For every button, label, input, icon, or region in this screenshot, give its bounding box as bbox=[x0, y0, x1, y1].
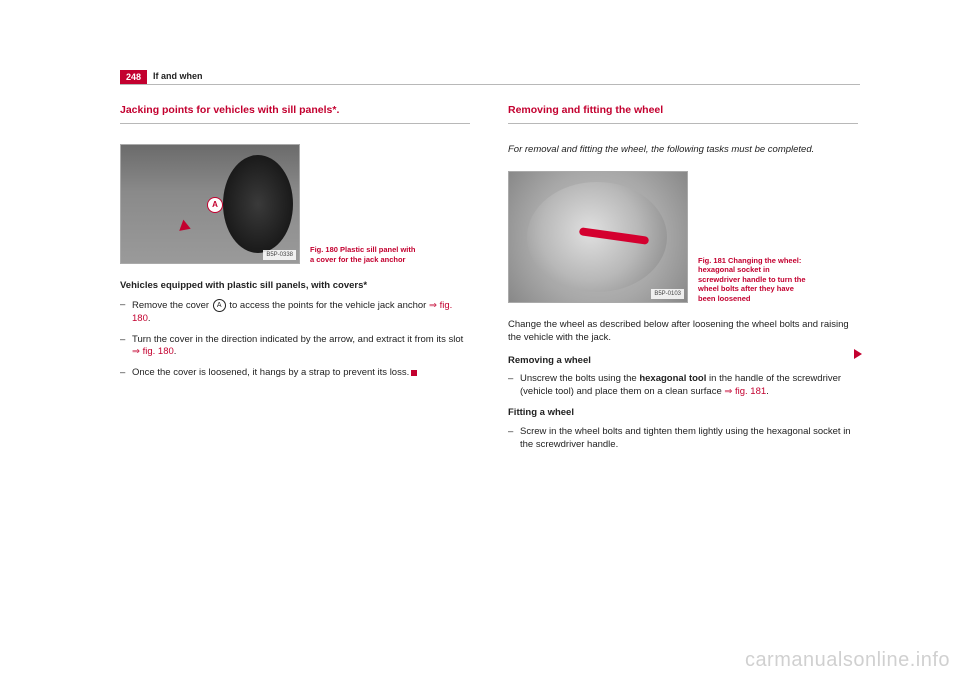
dash-icon: – bbox=[508, 373, 520, 399]
figure-reference: ⇒ fig. 181 bbox=[724, 386, 766, 397]
left-column: Jacking points for vehicles with sill pa… bbox=[120, 103, 470, 459]
tire-graphic bbox=[223, 155, 293, 253]
arrow-icon bbox=[179, 220, 193, 235]
intro-text: For removal and fitting the wheel, the f… bbox=[508, 144, 858, 157]
figure-181: B5P-0103 bbox=[508, 171, 688, 303]
bullet-3-text: Once the cover is loosened, it hangs by … bbox=[132, 367, 470, 380]
dash-icon: – bbox=[120, 367, 132, 380]
list-item: – Unscrew the bolts using the hexagonal … bbox=[508, 373, 858, 399]
callout-marker-a: A bbox=[207, 197, 223, 213]
figure-180-caption: Fig. 180 Plastic sill panel with a cover… bbox=[310, 245, 420, 264]
list-item: – Once the cover is loosened, it hangs b… bbox=[120, 367, 470, 380]
figure-181-code: B5P-0103 bbox=[651, 289, 684, 299]
figure-181-caption: Fig. 181 Changing the wheel: hexagonal s… bbox=[698, 256, 808, 303]
watermark-text: carmanualsonline.info bbox=[745, 649, 950, 672]
bullet-1-text: Remove the cover A to access the points … bbox=[132, 299, 470, 326]
dash-icon: – bbox=[508, 426, 520, 452]
continue-arrow-icon bbox=[854, 349, 862, 359]
figure-180-code: B5P-0338 bbox=[263, 250, 296, 260]
figure-180: A B5P-0338 bbox=[120, 144, 300, 264]
fit-bullet-text: Screw in the wheel bolts and tighten the… bbox=[520, 426, 858, 452]
inline-marker-a: A bbox=[213, 299, 226, 312]
paragraph: Change the wheel as described below afte… bbox=[508, 319, 858, 345]
figure-180-row: A B5P-0338 Fig. 180 Plastic sill panel w… bbox=[120, 144, 470, 264]
bold-text: hexagonal tool bbox=[639, 373, 706, 384]
remove-heading: Removing a wheel bbox=[508, 355, 858, 368]
remove-bullet-text: Unscrew the bolts using the hexagonal to… bbox=[520, 373, 858, 399]
end-of-section-icon bbox=[411, 370, 417, 376]
running-header: 248 If and when bbox=[120, 70, 860, 85]
figure-181-row: B5P-0103 Fig. 181 Changing the wheel: he… bbox=[508, 171, 858, 303]
chapter-title: If and when bbox=[153, 71, 203, 83]
dash-icon: – bbox=[120, 299, 132, 326]
section-title-right: Removing and fitting the wheel bbox=[508, 103, 858, 124]
page-content: 248 If and when Jacking points for vehic… bbox=[120, 70, 860, 459]
bullet-2-text: Turn the cover in the direction indicate… bbox=[132, 334, 470, 360]
list-item: – Remove the cover A to access the point… bbox=[120, 299, 470, 326]
dash-icon: – bbox=[120, 334, 132, 360]
right-column: Removing and fitting the wheel For remov… bbox=[508, 103, 858, 459]
left-subheading: Vehicles equipped with plastic sill pane… bbox=[120, 280, 470, 293]
page-number: 248 bbox=[120, 70, 147, 84]
text-fragment: Remove the cover bbox=[132, 300, 212, 311]
text-fragment: to access the points for the vehicle jac… bbox=[227, 300, 429, 311]
text-fragment: Once the cover is loosened, it hangs by … bbox=[132, 367, 409, 378]
two-column-layout: Jacking points for vehicles with sill pa… bbox=[120, 103, 860, 459]
section-title-left: Jacking points for vehicles with sill pa… bbox=[120, 103, 470, 124]
figure-reference: ⇒ fig. 180 bbox=[132, 346, 174, 357]
list-item: – Screw in the wheel bolts and tighten t… bbox=[508, 426, 858, 452]
fit-heading: Fitting a wheel bbox=[508, 407, 858, 420]
text-fragment: Unscrew the bolts using the bbox=[520, 373, 639, 384]
text-fragment: Turn the cover in the direction indicate… bbox=[132, 334, 463, 345]
list-item: – Turn the cover in the direction indica… bbox=[120, 334, 470, 360]
